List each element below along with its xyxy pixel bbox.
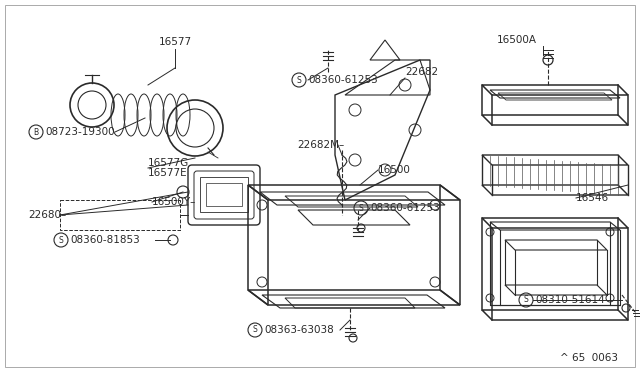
Text: 22680–: 22680– bbox=[28, 210, 67, 220]
Text: 08360-61253: 08360-61253 bbox=[370, 203, 440, 213]
Text: S: S bbox=[253, 326, 257, 334]
Text: 08723-19300: 08723-19300 bbox=[45, 127, 115, 137]
Bar bbox=[200, 177, 248, 212]
Text: 16500: 16500 bbox=[378, 165, 411, 175]
Text: 22682: 22682 bbox=[405, 67, 438, 77]
Text: 16500A: 16500A bbox=[497, 35, 537, 45]
Text: B: B bbox=[33, 128, 38, 137]
Text: S: S bbox=[296, 76, 301, 84]
Text: S: S bbox=[59, 235, 63, 244]
Text: S: S bbox=[524, 295, 529, 305]
Text: 16577E: 16577E bbox=[148, 168, 188, 178]
Text: 22682M–: 22682M– bbox=[297, 140, 344, 150]
Text: 08360-81853: 08360-81853 bbox=[70, 235, 140, 245]
Text: 08360-61253: 08360-61253 bbox=[308, 75, 378, 85]
Text: 16577G: 16577G bbox=[148, 158, 189, 168]
Text: 16500Y–: 16500Y– bbox=[152, 197, 196, 207]
Text: ^ 65  0063: ^ 65 0063 bbox=[560, 353, 618, 363]
Text: 16546: 16546 bbox=[576, 193, 609, 203]
Text: 08310-51614: 08310-51614 bbox=[535, 295, 605, 305]
Text: 16577: 16577 bbox=[159, 37, 191, 47]
Text: S: S bbox=[358, 203, 364, 212]
Text: 08363-63038: 08363-63038 bbox=[264, 325, 333, 335]
Bar bbox=[206, 183, 242, 206]
Bar bbox=[60, 200, 180, 230]
